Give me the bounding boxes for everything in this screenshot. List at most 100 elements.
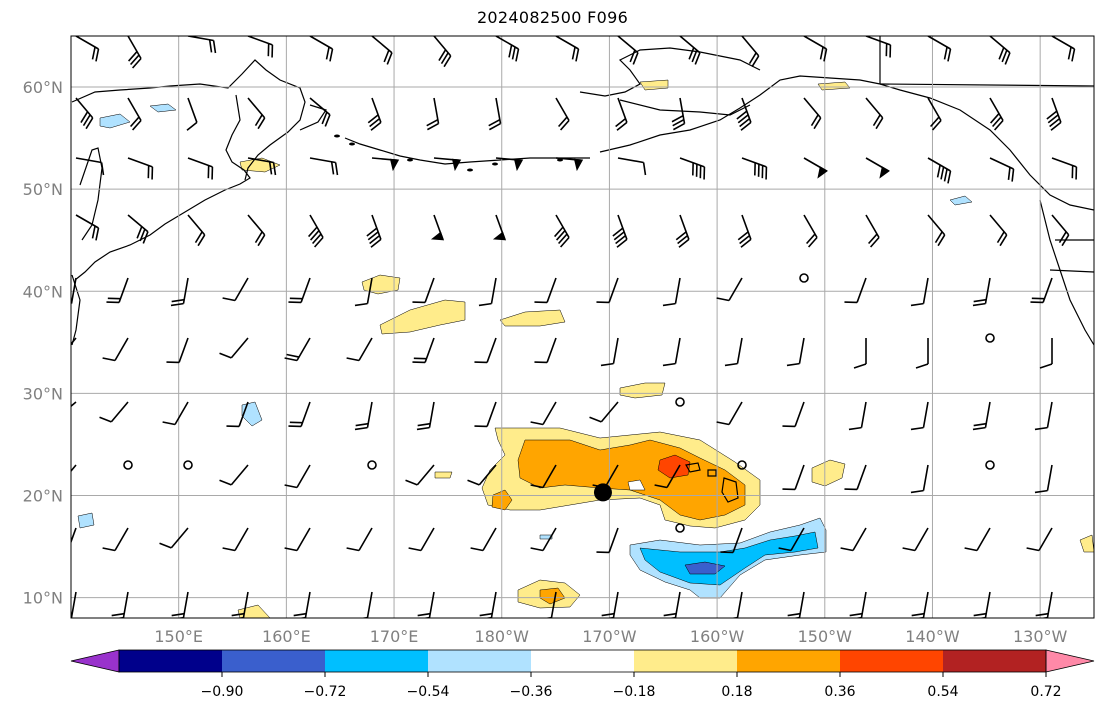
wind-barb: [865, 214, 880, 248]
wind-barb: [778, 527, 805, 552]
wind-barb: [716, 401, 743, 426]
wind-barb: [1034, 464, 1053, 494]
lat-label: 10°N: [23, 589, 63, 608]
wind-barb: [127, 157, 154, 180]
colorbar-segment: [325, 650, 429, 672]
wind-barb: [786, 591, 805, 618]
wind-barb: [433, 157, 462, 172]
anomaly-contour: [149, 103, 177, 113]
wind-barb: [865, 36, 892, 58]
wind-barb: [910, 591, 929, 618]
wind-barb: [1046, 97, 1062, 131]
coastline: [71, 59, 306, 181]
anomaly-contour: [639, 79, 669, 91]
anomaly-contour: [684, 561, 726, 575]
lat-label: 40°N: [23, 282, 63, 301]
wind-barb: [166, 337, 189, 364]
lon-label: 150°W: [798, 627, 853, 646]
wind-barb: [416, 401, 435, 431]
wind-barb: [284, 464, 311, 489]
wind-barb: [183, 460, 193, 470]
wind-barb: [530, 401, 557, 426]
wind-barb: [346, 337, 373, 362]
wind-barb: [123, 460, 133, 470]
colorbar-extend-high: [1045, 649, 1095, 673]
wind-barb: [716, 277, 743, 302]
wind-barb: [985, 460, 995, 470]
wind-barb: [927, 36, 952, 62]
wind-barb: [219, 464, 249, 486]
anomaly-contour: [627, 479, 646, 491]
wind-barb: [615, 97, 628, 131]
wind-barb: [71, 277, 77, 307]
wind-barb: [989, 157, 1015, 182]
wind-barb: [412, 337, 435, 364]
wind-barb: [741, 157, 768, 180]
wind-barb: [71, 527, 77, 553]
wind-barb: [284, 527, 311, 552]
anomaly-contour: [379, 299, 466, 335]
wind-barb: [247, 157, 277, 176]
wind-barb: [724, 337, 743, 367]
wind-barb: [1026, 527, 1053, 552]
wind-barb: [430, 214, 445, 241]
wind-barb: [530, 464, 557, 489]
colorbar-tick-label: −0.36: [510, 684, 553, 700]
lon-label: 170°W: [582, 627, 637, 646]
wind-barb: [1051, 36, 1076, 62]
wind-barb: [910, 464, 929, 494]
wind-barb: [989, 97, 1004, 131]
wind-barb: [654, 464, 681, 489]
wind-barb: [405, 464, 435, 486]
longitude-labels: 150°E 160°E 170°E 180°W 170°W 160°W 150°W 140°W…: [154, 627, 1067, 646]
wind-barb: [492, 214, 507, 241]
wind-barb: [162, 401, 189, 426]
wind-barb: [367, 97, 382, 131]
wind-barb: [617, 36, 639, 65]
wind-barb: [426, 97, 440, 131]
colorbar-frame: [118, 649, 1047, 673]
wind-barb: [102, 527, 129, 552]
wind-barb: [75, 214, 100, 241]
location-marker: [593, 483, 612, 502]
lon-label: 150°E: [154, 627, 203, 646]
wind-barb: [75, 97, 94, 130]
wind-barb: [803, 36, 828, 62]
wind-barb: [902, 527, 929, 552]
anomaly-contour: [99, 113, 131, 129]
wind-barb: [724, 591, 743, 618]
wind-barb: [600, 337, 619, 367]
wind-barb: [284, 337, 311, 362]
latitude-labels: 10°N 20°N 30°N 40°N 50°N 60°N: [23, 78, 63, 608]
wind-barb: [354, 591, 373, 618]
wind-barb: [910, 277, 929, 307]
wind-barb: [737, 214, 752, 248]
wind-barb: [106, 277, 129, 304]
lon-label: 130°W: [1013, 627, 1068, 646]
wind-barb: [915, 338, 929, 369]
wind-barb: [675, 214, 690, 248]
wind-barb: [1039, 338, 1053, 369]
colorbar-tick-label: 0.72: [1030, 684, 1061, 700]
colorbar-segment: [531, 650, 635, 672]
colorbar-tick-label: −0.54: [407, 684, 450, 700]
wind-barb: [799, 273, 809, 283]
colorbar-tick-label: −0.90: [201, 684, 244, 700]
coastline: [299, 104, 327, 131]
wind-barb: [495, 36, 520, 62]
wind-barb: [226, 401, 249, 428]
wind-barb: [309, 157, 339, 176]
anomaly-contour: [237, 604, 271, 618]
island: [334, 134, 340, 138]
coastline: [1039, 199, 1094, 346]
wind-barb: [927, 157, 952, 184]
wind-barb: [219, 337, 249, 359]
wind-barb: [910, 401, 929, 431]
wind-barb: [467, 464, 497, 486]
wind-barb: [187, 36, 217, 54]
lon-label: 160°W: [690, 627, 745, 646]
lat-label: 30°N: [23, 384, 63, 403]
wind-barb: [127, 36, 142, 69]
wind-barb: [1034, 401, 1053, 431]
wind-barb: [720, 527, 743, 554]
